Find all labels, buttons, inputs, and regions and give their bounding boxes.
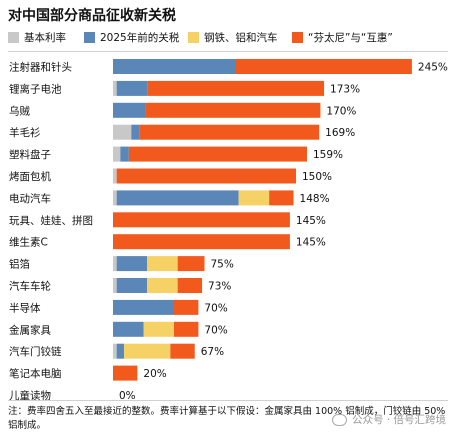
bar-segment — [269, 190, 294, 206]
bar-segment — [113, 256, 117, 272]
value-label: 170% — [326, 105, 356, 117]
legend-item-fentanyl: “芬太尼”与“互惠” — [292, 30, 393, 45]
category-label: 注射器和针头 — [9, 61, 72, 74]
category-label: 半导体 — [9, 301, 41, 314]
bar-segment — [145, 102, 321, 118]
bar-segment — [113, 59, 235, 74]
bar-segment — [113, 321, 144, 337]
bottom-divider — [8, 400, 448, 401]
value-label: 70% — [204, 324, 227, 336]
bar-segment — [116, 80, 148, 96]
bar-segment — [113, 343, 117, 359]
bar-segment — [143, 321, 174, 337]
watermark-text: 公众号 · 倍号汇跨境 — [351, 414, 446, 426]
bar-segment — [113, 190, 117, 206]
category-label: 儿童读物 — [9, 389, 51, 400]
bar-segment — [170, 343, 195, 359]
legend-label-steel: 钢铁、铝和汽车 — [204, 32, 278, 44]
bar-segment — [113, 102, 146, 118]
bar-segment — [116, 168, 296, 184]
value-label: 70% — [204, 302, 227, 314]
bar-segment — [116, 190, 239, 206]
value-label: 245% — [418, 62, 448, 74]
bar-segment — [113, 124, 132, 140]
value-label: 159% — [313, 149, 343, 161]
bar-segment — [113, 278, 117, 293]
bar-segment — [238, 190, 270, 206]
legend-swatch-pre2025 — [84, 32, 95, 43]
bar-segment — [177, 278, 203, 293]
category-label: 汽车车轮 — [9, 280, 51, 293]
bar-segment — [139, 124, 320, 140]
category-label: 烤面包机 — [9, 170, 51, 183]
bar-segment — [174, 299, 199, 315]
bar-segment — [113, 146, 121, 162]
legend: 基本利率 2025年前的关税 钢铁、铝和汽车 “芬太尼”与“互惠” — [8, 30, 448, 46]
category-label: 玩具、娃娃、拼图 — [9, 214, 93, 227]
value-label: 73% — [208, 281, 231, 293]
category-label: 汽车门铰链 — [9, 345, 62, 358]
value-label: 173% — [330, 83, 360, 95]
bar-segment — [113, 80, 117, 96]
value-label: 0% — [119, 390, 136, 400]
wechat-icon — [331, 413, 347, 426]
legend-item-steel: 钢铁、铝和汽车 — [188, 30, 278, 45]
category-label: 电动汽车 — [9, 192, 51, 205]
chart-plot: 注射器和针头 245% 锂离子电池 173% 乌贼 170% 羊毛衫 169% 塑料盘子 159%… — [9, 59, 448, 400]
watermark: 公众号 · 倍号汇跨境 — [331, 412, 446, 427]
category-label: 维生素C — [9, 236, 48, 249]
bar-segment — [113, 212, 290, 228]
legend-item-pre2025: 2025年前的关税 — [84, 30, 179, 45]
category-label: 乌贼 — [9, 104, 30, 117]
category-label: 羊毛衫 — [9, 126, 41, 139]
bar-segment — [113, 168, 117, 184]
legend-swatch-fentanyl — [292, 32, 303, 43]
value-label: 20% — [143, 368, 166, 380]
category-label: 塑料盘子 — [9, 148, 51, 161]
bar-segment — [113, 365, 138, 381]
bar-segment — [113, 299, 174, 315]
legend-swatch-steel — [188, 32, 199, 43]
bar-segment — [147, 256, 178, 272]
bar-segment — [116, 256, 148, 272]
legend-swatch-base — [8, 32, 19, 43]
bar-segment — [235, 59, 412, 74]
bar-segment — [147, 278, 178, 293]
category-label: 铝箔 — [9, 258, 30, 271]
value-label: 169% — [325, 127, 355, 139]
bar-segment — [116, 278, 148, 293]
chart-title: 对中国部分商品征收新关税 — [8, 8, 176, 24]
value-label: 145% — [296, 237, 326, 249]
legend-item-base: 基本利率 — [8, 30, 66, 45]
bar-segment — [177, 256, 205, 272]
bar-segment — [123, 343, 171, 359]
legend-label-pre2025: 2025年前的关税 — [100, 32, 180, 44]
bar-segment — [113, 234, 290, 250]
value-label: 67% — [201, 346, 224, 358]
category-label: 笔记本电脑 — [9, 367, 62, 380]
bar-segment — [174, 321, 199, 337]
bar-segment — [131, 124, 140, 140]
value-label: 145% — [296, 215, 326, 227]
legend-label-fentanyl: “芬太尼”与“互惠” — [308, 32, 393, 44]
value-label: 150% — [302, 171, 332, 183]
category-label: 锂离子电池 — [9, 82, 62, 95]
bar-segment — [128, 146, 307, 162]
bar-segment — [116, 343, 124, 359]
bar-segment — [120, 146, 129, 162]
value-label: 148% — [300, 193, 330, 205]
footnote: 注：费率四舍五入至最接近的整数。费率计算基于以下假设：金属家具由 100% 铝制… — [8, 406, 446, 431]
top-divider — [8, 51, 448, 52]
value-label: 75% — [211, 259, 234, 271]
legend-label-base: 基本利率 — [24, 32, 66, 44]
bar-segment — [147, 80, 325, 96]
category-label: 金属家具 — [9, 323, 51, 336]
